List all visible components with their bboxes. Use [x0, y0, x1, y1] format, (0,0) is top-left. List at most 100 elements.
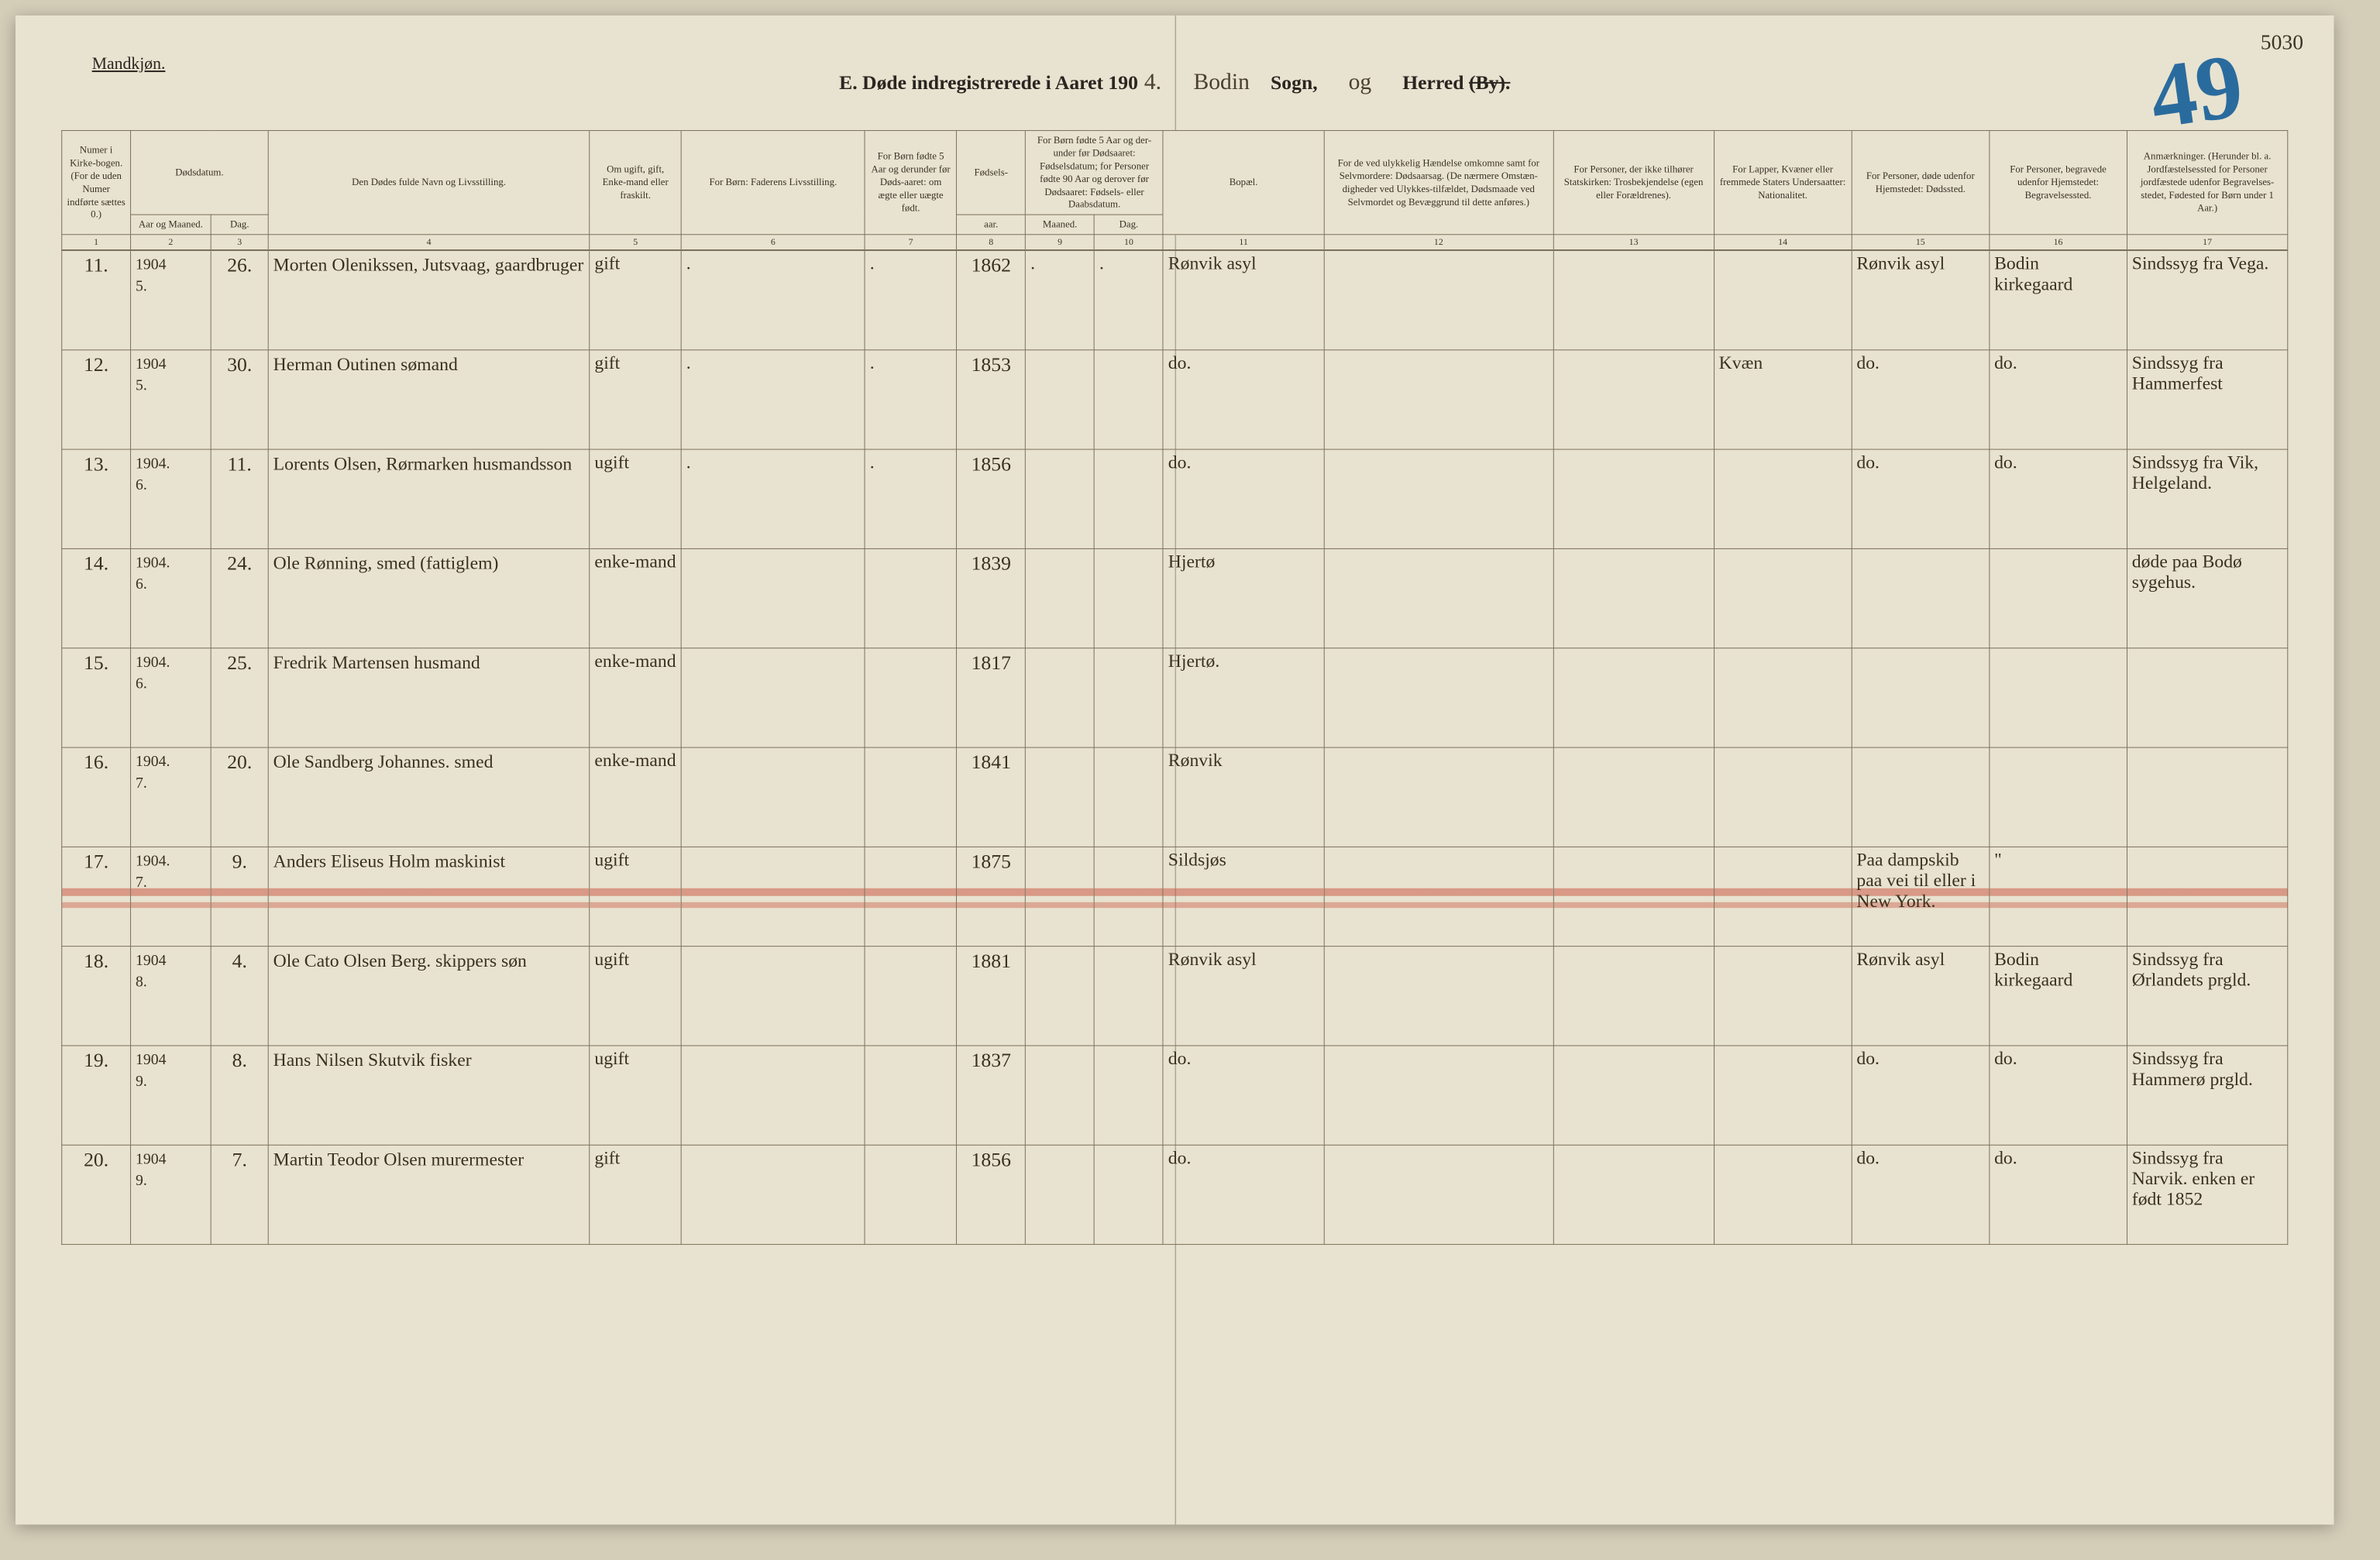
row-number: 16.: [62, 747, 131, 847]
birth-month: [1026, 548, 1095, 648]
name: Martin Teodor Olsen murermester: [268, 1145, 590, 1244]
residence: do.: [1163, 350, 1323, 449]
year-month: 1904 9.: [131, 1145, 212, 1244]
residence: do.: [1163, 449, 1323, 548]
remarks: Sindssyg fra Hammerø prgld.: [2127, 1046, 2287, 1145]
cn: 4: [268, 235, 590, 250]
residence: Hjertø: [1163, 548, 1323, 648]
cn: 14: [1714, 235, 1852, 250]
faith: [1553, 946, 1714, 1045]
faith: [1553, 847, 1714, 946]
row-number: 14.: [62, 548, 131, 648]
marital-status: enke-mand: [590, 548, 681, 648]
title-row: E. Døde indregistrerede i Aaret 1904. Bo…: [15, 69, 2334, 95]
birth-year: 1875: [957, 847, 1026, 946]
year-month: 1904. 6.: [131, 449, 212, 548]
nationality: [1714, 946, 1852, 1045]
marital-status: gift: [590, 250, 681, 349]
birth-month: [1026, 1046, 1095, 1145]
death-place: Rønvik asyl: [1852, 946, 1990, 1045]
table-row: 11.1904 5.26.Morten Olenikssen, Jutsvaag…: [62, 250, 2288, 349]
birth-day: [1095, 1046, 1164, 1145]
nationality: [1714, 250, 1852, 349]
burial-place: [1990, 548, 2127, 648]
h-col9: For Børn fødte 5 Aar og der-under før Dø…: [1026, 131, 1164, 215]
nationality: [1714, 548, 1852, 648]
h-col1: Numer i Kirke-bogen. (For de uden Numer …: [62, 131, 131, 235]
cause: [1324, 250, 1553, 349]
cn: 17: [2127, 235, 2287, 250]
year-month: 1904. 6.: [131, 548, 212, 648]
year-month: 1904. 7.: [131, 847, 212, 946]
row-number: 11.: [62, 250, 131, 349]
h-col5: Om ugift, gift, Enke-mand eller fraskilt…: [590, 131, 681, 235]
residence: Hjertø.: [1163, 648, 1323, 747]
father-occupation: [681, 1046, 865, 1145]
h-col7: For Børn fødte 5 Aar og derunder før Død…: [865, 131, 956, 235]
cause: [1324, 648, 1553, 747]
faith: [1553, 747, 1714, 847]
remarks: Sindssyg fra Ørlandets prgld.: [2127, 946, 2287, 1045]
cn: 3: [211, 235, 268, 250]
legitimacy: [865, 1046, 956, 1145]
year-month: 1904 5.: [131, 350, 212, 449]
title-year: 4.: [1144, 69, 1161, 94]
death-place: [1852, 747, 1990, 847]
marital-status: enke-mand: [590, 648, 681, 747]
faith: [1553, 1145, 1714, 1244]
death-place: Paa dampskib paa vei til eller i New Yor…: [1852, 847, 1990, 946]
cause: [1324, 747, 1553, 847]
row-number: 12.: [62, 350, 131, 449]
corner-number: 5030: [2261, 31, 2303, 56]
father-occupation: [681, 548, 865, 648]
nationality: [1714, 747, 1852, 847]
burial-place: Bodin kirkegaard: [1990, 946, 2127, 1045]
birth-year: 1817: [957, 648, 1026, 747]
table-row: 19.1904 9.8.Hans Nilsen Skutvik fiskerug…: [62, 1046, 2288, 1145]
year-month: 1904 8.: [131, 946, 212, 1045]
legitimacy: [865, 1145, 956, 1244]
birth-day: [1095, 747, 1164, 847]
cause: [1324, 449, 1553, 548]
faith: [1553, 1046, 1714, 1145]
h-col2b: Aar og Maaned.: [131, 215, 212, 235]
year-month: 1904. 7.: [131, 747, 212, 847]
h-col17: Anmærkninger. (Herunder bl. a. Jordfæste…: [2127, 131, 2287, 235]
remarks: [2127, 648, 2287, 747]
cause: [1324, 946, 1553, 1045]
burial-place: ": [1990, 847, 2127, 946]
birth-month: [1026, 847, 1095, 946]
cn: 6: [681, 235, 865, 250]
burial-place: [1990, 648, 2127, 747]
parish-hand: Bodin: [1193, 69, 1249, 94]
h-col11: Bopæl.: [1163, 131, 1323, 235]
legitimacy: .: [865, 250, 956, 349]
cn: 9: [1026, 235, 1095, 250]
faith: [1553, 548, 1714, 648]
nationality: [1714, 847, 1852, 946]
cause: [1324, 1046, 1553, 1145]
burial-place: do.: [1990, 449, 2127, 548]
cn: 16: [1990, 235, 2127, 250]
legitimacy: [865, 847, 956, 946]
cause: [1324, 847, 1553, 946]
birth-year: 1841: [957, 747, 1026, 847]
h-col12: For de ved ulykkelig Hændelse omkomne sa…: [1324, 131, 1553, 235]
h-col9b: Dag.: [1095, 215, 1164, 235]
cn: 1: [62, 235, 131, 250]
birth-month: [1026, 449, 1095, 548]
marital-status: ugift: [590, 449, 681, 548]
table-row: 18.1904 8.4.Ole Cato Olsen Berg. skipper…: [62, 946, 2288, 1045]
cause: [1324, 548, 1553, 648]
h-col2a: Dødsdatum.: [131, 131, 269, 215]
herred-label: Herred: [1402, 71, 1463, 94]
cn: 12: [1324, 235, 1553, 250]
father-occupation: [681, 747, 865, 847]
nationality: [1714, 1046, 1852, 1145]
h-col8b: aar.: [957, 215, 1026, 235]
name: Hans Nilsen Skutvik fisker: [268, 1046, 590, 1145]
h-col6: For Børn: Faderens Livsstilling.: [681, 131, 865, 235]
marital-status: ugift: [590, 946, 681, 1045]
remarks: Sindssyg fra Vega.: [2127, 250, 2287, 349]
birth-day: [1095, 648, 1164, 747]
